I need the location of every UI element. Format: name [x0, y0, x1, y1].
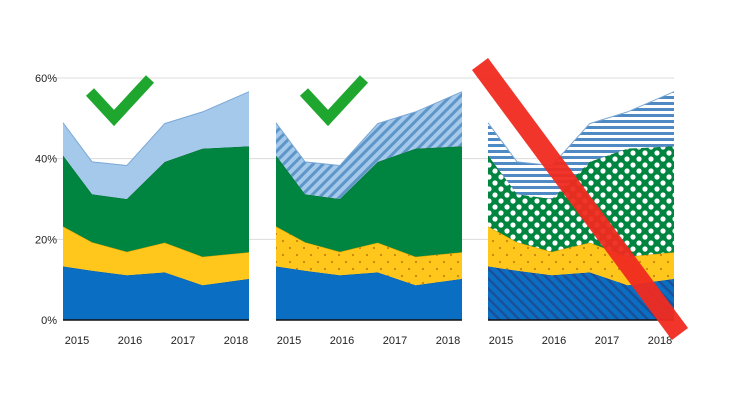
panel-1-x-tick-label: 2017: [171, 335, 195, 347]
panel-1-x-tick-label: 2018: [224, 335, 248, 347]
panel-2-x-tick-label: 2017: [383, 335, 407, 347]
panel-3-series-4-edge: [487, 91, 675, 167]
panel-3-series-1-area: [488, 266, 674, 320]
y-tick-label: 0%: [41, 315, 57, 327]
panel-2-series-1-area: [276, 266, 462, 320]
panel-2-series-3-area: [276, 146, 462, 257]
panel-1-x-tick-label: 2015: [65, 335, 89, 347]
panel-2-series-2-area: [276, 226, 462, 286]
y-tick-label: 60%: [35, 73, 57, 85]
panel-1-x-tick-label: 2016: [118, 335, 142, 347]
panel-2-series-4-area: [276, 91, 462, 199]
panel-1-series-2-area: [63, 226, 249, 286]
panel-2-x-tick-label: 2016: [330, 335, 354, 347]
panel-2-x-tick-label: 2018: [436, 335, 460, 347]
panel-3-x-tick-label: 2015: [489, 335, 513, 347]
panel-3-x-tick-label: 2018: [648, 335, 672, 347]
panel-2-x-tick-label: 2015: [277, 335, 301, 347]
cross-out-stroke-icon: [471, 58, 689, 340]
panel-1-series-3-area: [63, 146, 249, 257]
panel-1-series-4-area: [63, 91, 249, 199]
panel-3-x-tick-label: 2016: [542, 335, 566, 347]
y-tick-label: 20%: [35, 234, 57, 246]
panel-3-x-tick-label: 2017: [595, 335, 619, 347]
panel-1-series-4-edge: [62, 91, 250, 167]
panel-1-series-1-area: [63, 266, 249, 320]
panel-2-series-4-edge: [275, 91, 463, 167]
check-mark-icon: [85, 75, 155, 127]
y-tick-label: 40%: [35, 154, 57, 166]
panel-3-series-4-area: [488, 91, 674, 199]
check-mark-icon: [299, 75, 369, 127]
